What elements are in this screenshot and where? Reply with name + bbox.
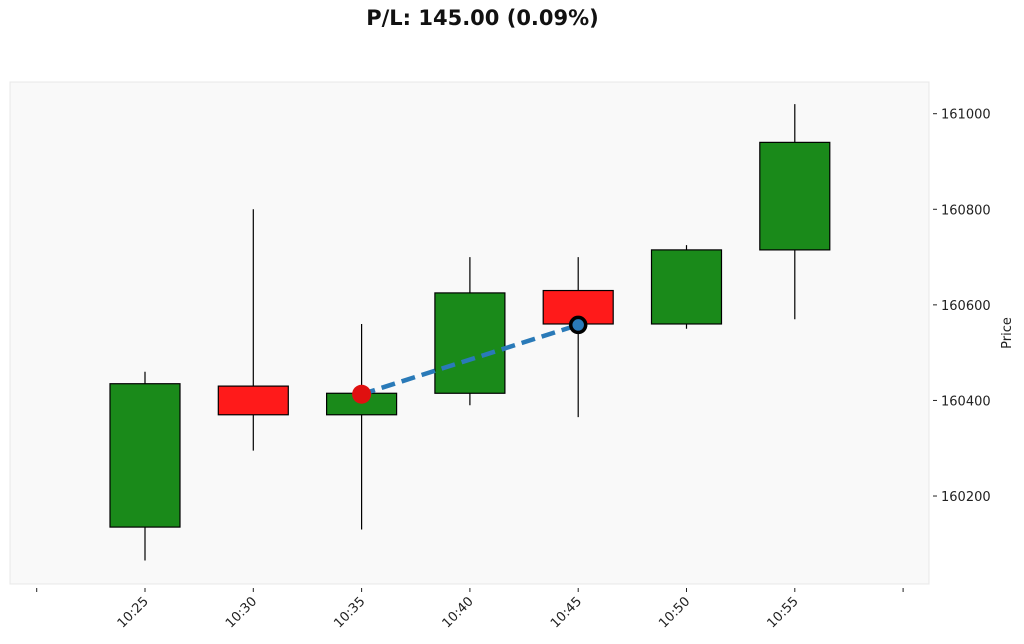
x-tick-label: 10:25: [115, 594, 152, 631]
x-tick-label: 10:30: [223, 594, 260, 631]
y-tick-label: 160600: [941, 299, 991, 314]
y-tick-label: 160400: [941, 394, 991, 409]
y-tick-label: 160200: [941, 490, 991, 505]
entry-marker: [352, 384, 372, 404]
candle-body: [109, 383, 181, 528]
trade-line: [360, 322, 579, 397]
y-tick-label: 161000: [941, 108, 991, 123]
x-tick-label: 10:55: [765, 594, 802, 631]
y-axis-label: Price: [1000, 317, 1015, 349]
candle-body: [759, 141, 831, 251]
candle-body: [434, 292, 506, 394]
x-tick-label: 10:40: [440, 594, 477, 631]
x-tick-label: 10:35: [331, 594, 368, 631]
chart-title: P/L: 145.00 (0.09%): [366, 6, 599, 30]
candle-body: [217, 385, 289, 416]
candle-body: [650, 249, 723, 325]
exit-marker: [568, 315, 588, 335]
y-tick-label: 160800: [941, 203, 991, 218]
x-tick-label: 10:50: [656, 594, 693, 631]
x-tick-label: 10:45: [548, 594, 585, 631]
